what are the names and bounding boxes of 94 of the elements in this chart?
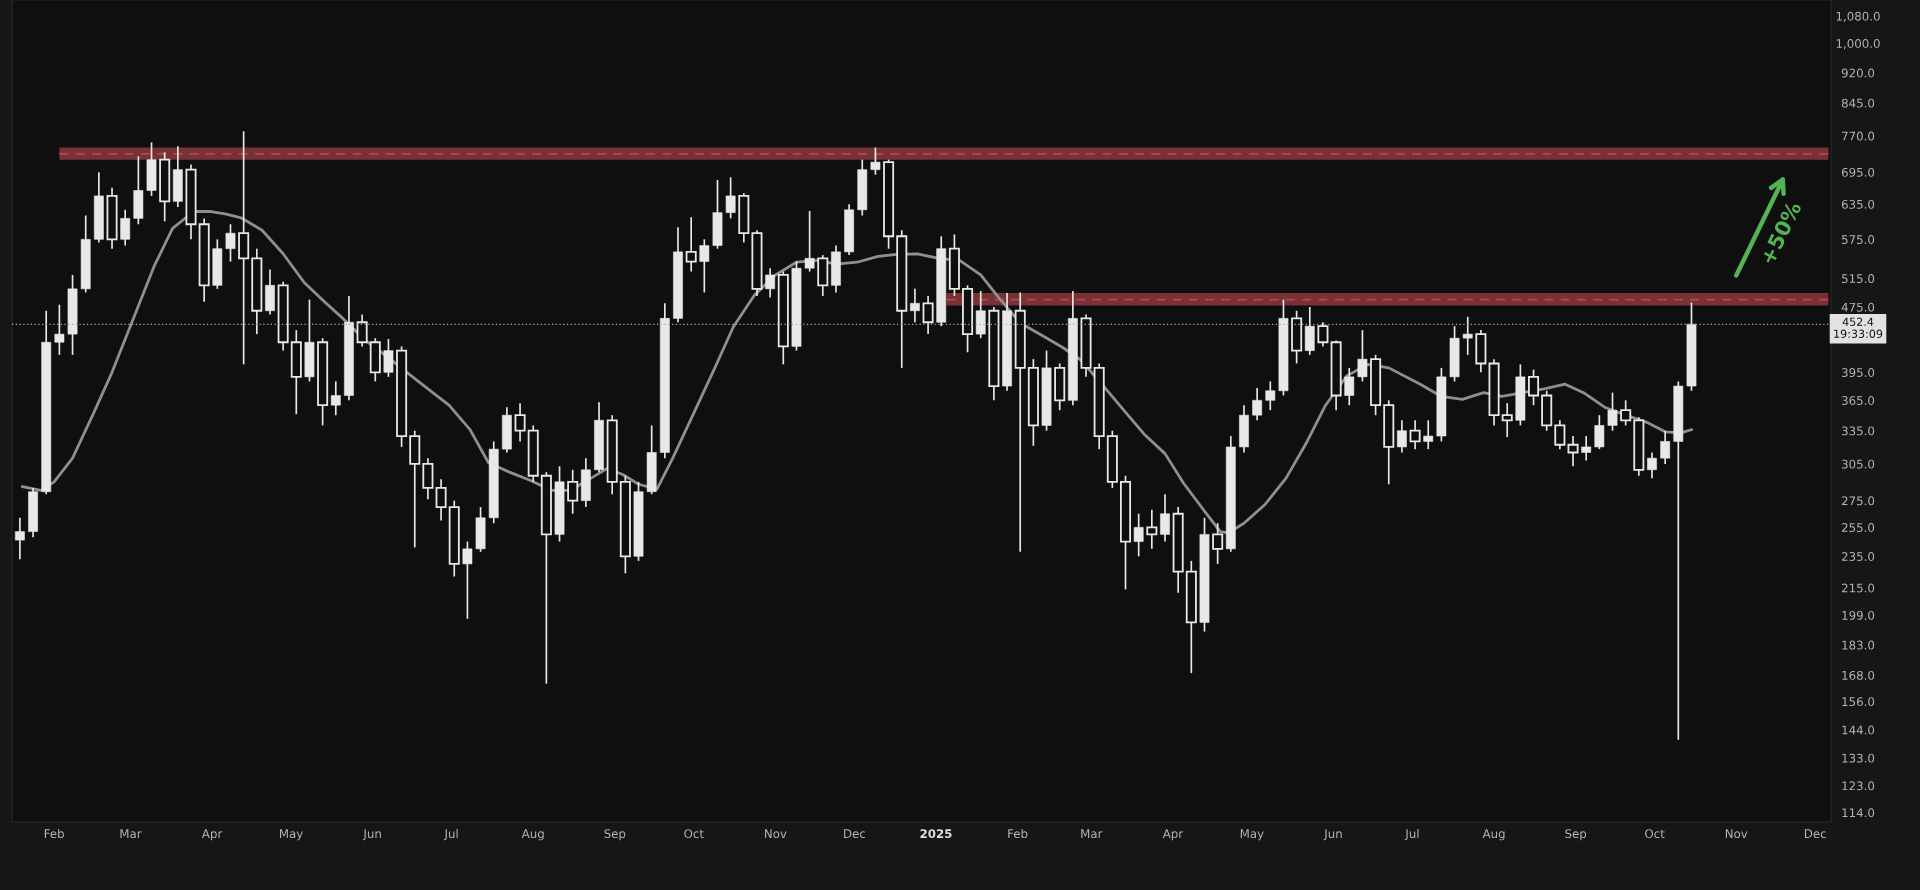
y-tick-label: 845.0 — [1841, 98, 1875, 108]
candlestick — [1212, 522, 1224, 565]
y-tick-label: 275.0 — [1841, 496, 1875, 506]
y-tick-label: 770.0 — [1842, 131, 1875, 141]
y-tick-label: 183.0 — [1842, 640, 1875, 650]
x-tick-label: Sep — [604, 829, 626, 841]
x-tick-label: Dec — [1804, 829, 1826, 839]
y-tick-label: 1,080.0 — [1836, 11, 1880, 22]
y-tick-label: 575.0 — [1842, 235, 1875, 244]
x-tick-label: Sep — [1565, 829, 1587, 841]
candlestick — [1133, 512, 1144, 558]
x-tick-label: Jul — [1404, 828, 1419, 841]
x-tick-label: Mar — [1081, 829, 1103, 839]
candlestick — [1357, 329, 1368, 383]
candlestick — [1265, 380, 1276, 411]
candlestick — [1528, 368, 1540, 407]
x-tick-label: Nov — [765, 829, 787, 839]
x-tick-label: Aug — [521, 829, 544, 841]
candlestick — [1647, 451, 1657, 479]
candlestick — [383, 338, 394, 378]
candlestick — [804, 210, 815, 273]
x-tick-label: Oct — [684, 829, 704, 839]
y-tick-label: 515.0 — [1842, 274, 1875, 284]
x-tick-label: Oct — [1645, 829, 1665, 839]
x-tick-label: Jul — [443, 828, 458, 841]
y-tick-label: 199.0 — [1842, 610, 1875, 620]
x-tick-label: Jun — [362, 829, 381, 841]
candlestick — [910, 288, 920, 324]
candlestick — [1344, 367, 1355, 407]
candlestick — [120, 208, 131, 247]
candlestick — [1397, 419, 1407, 454]
y-tick-label: 123.0 — [1842, 781, 1875, 791]
candlestick — [922, 295, 934, 335]
candlestick — [1501, 402, 1513, 438]
candlestick — [1554, 419, 1566, 450]
y-tick-label: 114.0 — [1842, 808, 1875, 818]
y-tick-label: 156.0 — [1842, 697, 1875, 707]
y-tick-label: 475.0 — [1841, 302, 1875, 312]
y-tick-label: 144.0 — [1842, 725, 1875, 735]
candlestick — [462, 540, 473, 620]
x-tick-label: Apr — [201, 829, 223, 841]
candlestick — [685, 216, 697, 273]
candlestick — [238, 130, 250, 366]
x-tick-label: Feb — [44, 828, 64, 839]
candlestick — [1317, 321, 1329, 348]
x-tick-label: May — [1240, 829, 1264, 841]
y-tick-label: 335.0 — [1842, 426, 1875, 436]
x-tick-label: Mar — [120, 829, 142, 839]
y-tick-label: 395.0 — [1842, 368, 1875, 377]
candlestick — [1581, 435, 1592, 462]
candlestick — [1462, 316, 1473, 356]
x-tick-label: Nov — [1725, 829, 1748, 839]
candlestick — [1160, 493, 1170, 543]
x-tick-label: Jun — [1323, 829, 1342, 841]
candlestick — [725, 176, 736, 220]
x-tick-label: May — [279, 829, 303, 841]
candlestick — [975, 290, 986, 340]
y-tick-label: 305.0 — [1842, 459, 1875, 469]
x-tick-label: Dec — [844, 829, 866, 839]
candlestick — [356, 313, 368, 348]
y-tick-label: 255.0 — [1841, 523, 1875, 533]
candlestick — [870, 146, 881, 176]
x-tick-label: Apr — [1162, 829, 1184, 841]
candlestick — [435, 478, 447, 522]
x-tick-label: 2025 — [920, 829, 952, 839]
candlestick — [15, 516, 25, 561]
candlestick — [54, 303, 65, 356]
y-tick-label: 215.0 — [1841, 583, 1875, 593]
candlestick — [225, 223, 236, 263]
y-tick-label: 1,000.0 — [1836, 39, 1880, 50]
candlestick — [1594, 414, 1605, 450]
candlestick — [1660, 429, 1671, 465]
y-tick-label: 695.0 — [1841, 167, 1875, 177]
y-tick-label: 635.0 — [1841, 199, 1875, 209]
candlestick — [1252, 387, 1263, 422]
y-tick-label: 365.0 — [1842, 396, 1875, 405]
candlestick — [1620, 399, 1632, 427]
candlestick — [1423, 419, 1434, 450]
candlestick — [1146, 508, 1158, 550]
y-tick-label: 920.0 — [1841, 68, 1875, 78]
candlestick — [330, 380, 341, 417]
candlestick — [1607, 391, 1618, 432]
candlestick — [514, 402, 526, 443]
candlestick — [567, 468, 579, 515]
candlestick — [765, 267, 776, 299]
candlestick — [1409, 419, 1421, 450]
x-tick-label: Feb — [1008, 828, 1028, 839]
candlestick — [1567, 435, 1579, 468]
ref-line-label: 452.4 19:33:09 — [1834, 317, 1883, 338]
x-tick-label: Aug — [1482, 829, 1505, 841]
y-tick-label: 168.0 — [1842, 670, 1875, 680]
y-tick-label: 235.0 — [1841, 552, 1875, 561]
candlestick — [699, 238, 710, 294]
y-tick-label: 133.0 — [1842, 753, 1875, 763]
